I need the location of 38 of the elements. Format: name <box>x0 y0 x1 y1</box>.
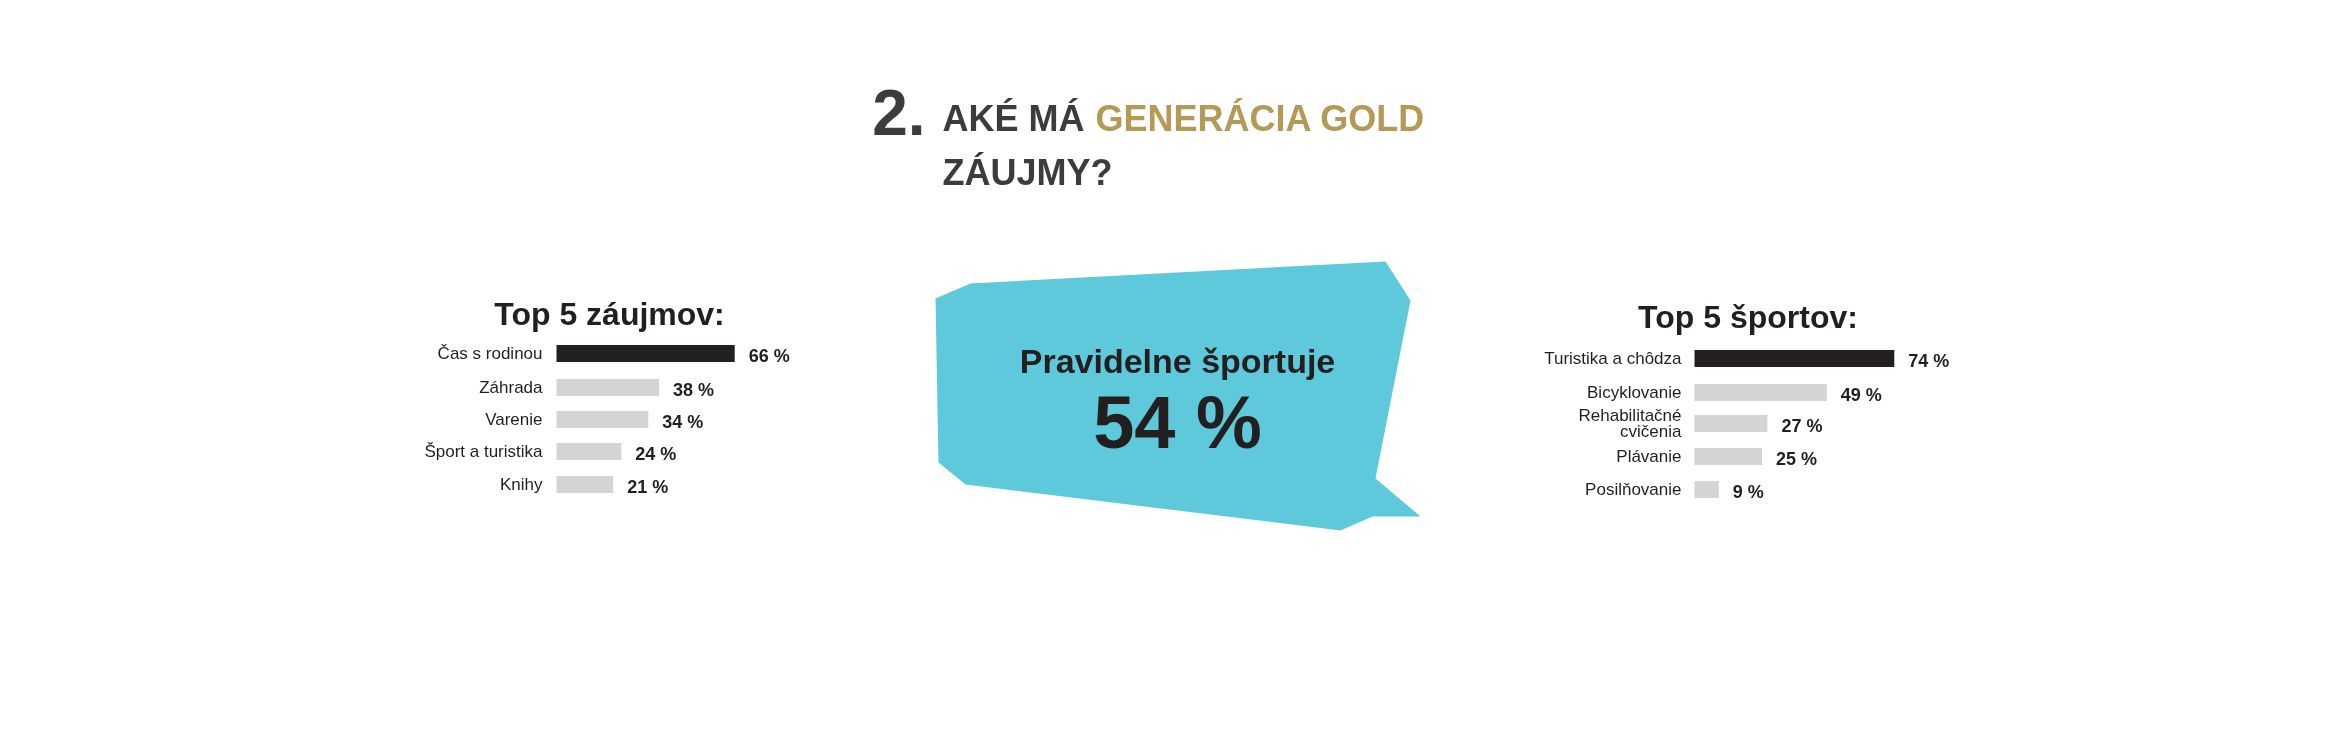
bar <box>1694 448 1762 465</box>
y-tick-label: Rehabilitačné cvičenia <box>1578 405 1683 442</box>
y-tick-label: Šport a turistika <box>424 442 544 461</box>
text: Pravidelne športuje <box>1019 341 1336 380</box>
y-tick-label: Varenie <box>485 410 543 429</box>
y-tick-label: Knihy <box>499 475 543 494</box>
bar <box>556 411 649 428</box>
data-label: 25 % <box>1776 448 1818 469</box>
data-label: 49 % <box>1840 384 1882 405</box>
bar <box>556 379 660 396</box>
data-label: 74 % <box>1908 350 1950 371</box>
data-label: 66 % <box>748 345 790 366</box>
text: ZÁUJMY? <box>942 152 1113 193</box>
text: 54 % <box>1093 381 1262 464</box>
data-label: 34 % <box>662 411 704 432</box>
y-tick-label: Posilňovanie <box>1585 480 1682 499</box>
bar <box>1694 481 1719 498</box>
data-label: 9 % <box>1732 481 1764 502</box>
chart-title: Top 5 športov: <box>1638 298 1858 335</box>
y-tick-label: Turistika a chôdza <box>1544 349 1683 368</box>
bar <box>556 443 622 460</box>
chart-title: Top 5 záujmov: <box>494 295 725 332</box>
data-label: 24 % <box>635 443 677 464</box>
bar <box>1694 384 1827 401</box>
text: 2. <box>872 77 926 149</box>
data-label: 38 % <box>673 379 715 400</box>
y-tick-label: Bicyklovanie <box>1587 383 1682 402</box>
bar <box>556 345 735 362</box>
y-tick-label: Záhrada <box>479 378 544 397</box>
data-label: 27 % <box>1781 415 1823 436</box>
data-label: 21 % <box>627 476 669 497</box>
text: GENERÁCIA GOLD <box>1095 98 1425 139</box>
text: AKÉ MÁ <box>942 98 1085 139</box>
y-tick-label: Plávanie <box>1616 447 1682 466</box>
bar <box>1694 415 1768 432</box>
bar <box>556 476 614 493</box>
bar <box>1694 350 1895 367</box>
y-tick-label: Čas s rodinou <box>437 344 543 363</box>
